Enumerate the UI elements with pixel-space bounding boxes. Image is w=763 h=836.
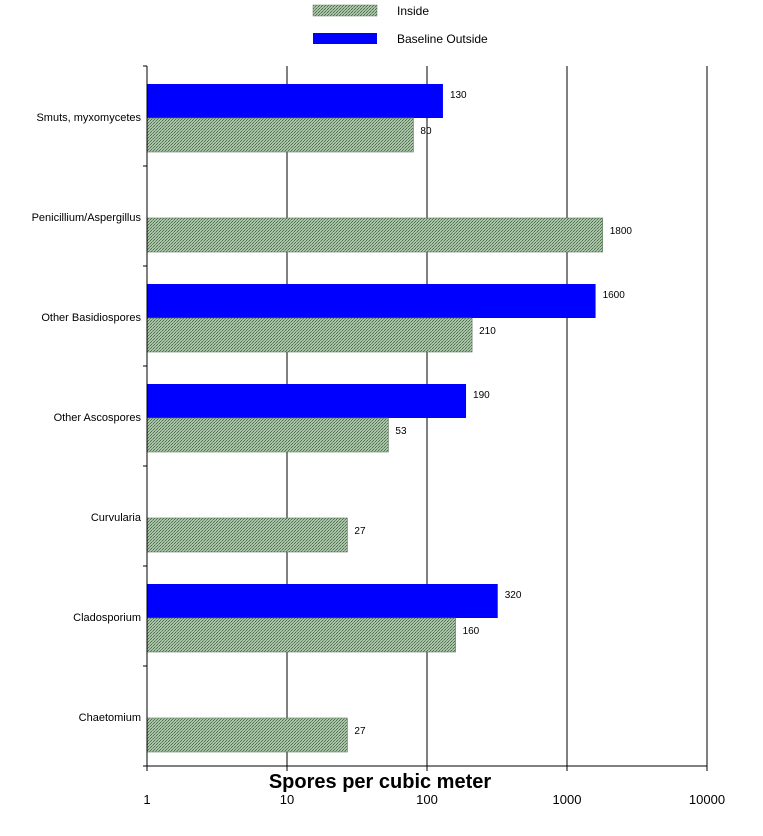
- category-label-penicillium-aspergillus: Penicillium/Aspergillus: [32, 212, 142, 224]
- category-label-other-basidiospores: Other Basidiospores: [41, 312, 141, 324]
- value-label-inside-other-ascospores: 53: [395, 426, 407, 437]
- value-label-inside-smuts-myxomycetes: 80: [420, 126, 432, 137]
- bar-inside-other-ascospores: [146, 417, 389, 453]
- value-label-inside-cladosporium: 160: [463, 626, 480, 637]
- legend-label-baseline-outside: Baseline Outside: [397, 32, 488, 46]
- value-label-baseline-outside-other-basidiospores: 1600: [603, 290, 626, 301]
- x-axis-title: Spores per cubic meter: [269, 771, 492, 793]
- legend-item-inside: Inside: [312, 4, 429, 18]
- value-label-inside-chaetomium: 27: [354, 726, 366, 737]
- bar-inside-smuts-myxomycetes: [146, 117, 414, 153]
- legend-label-inside: Inside: [397, 4, 429, 18]
- bar-inside-other-basidiospores: [146, 317, 473, 353]
- legend-swatch-baseline-outside: [313, 33, 377, 44]
- value-label-inside-curvularia: 27: [354, 526, 366, 537]
- legend: Inside Baseline Outside: [312, 4, 488, 46]
- bar-inside-curvularia: [146, 517, 348, 553]
- x-tick-label-10000: 10000: [689, 792, 725, 807]
- category-label-cladosporium: Cladosporium: [73, 612, 141, 624]
- bar-baseline-outside-other-basidiospores: [147, 284, 596, 318]
- bar-baseline-outside-other-ascospores: [147, 384, 467, 418]
- legend-item-baseline-outside: Baseline Outside: [313, 32, 488, 46]
- category-labels: Smuts, myxomycetes Penicillium/Aspergillu…: [32, 112, 142, 724]
- category-label-chaetomium: Chaetomium: [79, 712, 141, 724]
- axes: [143, 65, 708, 771]
- bar-baseline-outside-cladosporium: [147, 584, 498, 618]
- value-label-inside-penicillium-aspergillus: 1800: [610, 226, 633, 237]
- value-label-baseline-outside-smuts-myxomycetes: 130: [450, 90, 467, 101]
- x-tick-label-10: 10: [280, 792, 294, 807]
- bars: 130 80 1800 1600 210 190 53 27 320 160 27: [146, 84, 633, 753]
- bar-inside-cladosporium: [146, 617, 456, 653]
- bar-inside-penicillium-aspergillus: [146, 217, 604, 253]
- legend-swatch-inside: [312, 4, 378, 17]
- value-label-inside-other-basidiospores: 210: [479, 326, 496, 337]
- value-label-baseline-outside-other-ascospores: 190: [473, 390, 490, 401]
- bar-inside-chaetomium: [146, 717, 348, 753]
- category-label-other-ascospores: Other Ascospores: [54, 412, 142, 424]
- bar-baseline-outside-smuts-myxomycetes: [147, 84, 443, 118]
- x-tick-label-100: 100: [416, 792, 438, 807]
- value-label-baseline-outside-cladosporium: 320: [505, 590, 522, 601]
- category-label-smuts-myxomycetes: Smuts, myxomycetes: [36, 112, 141, 124]
- x-tick-label-1000: 1000: [553, 792, 582, 807]
- tick-labels: 1 10 100 1000 10000: [143, 792, 725, 807]
- x-tick-label-1: 1: [143, 792, 150, 807]
- category-label-curvularia: Curvularia: [91, 512, 142, 524]
